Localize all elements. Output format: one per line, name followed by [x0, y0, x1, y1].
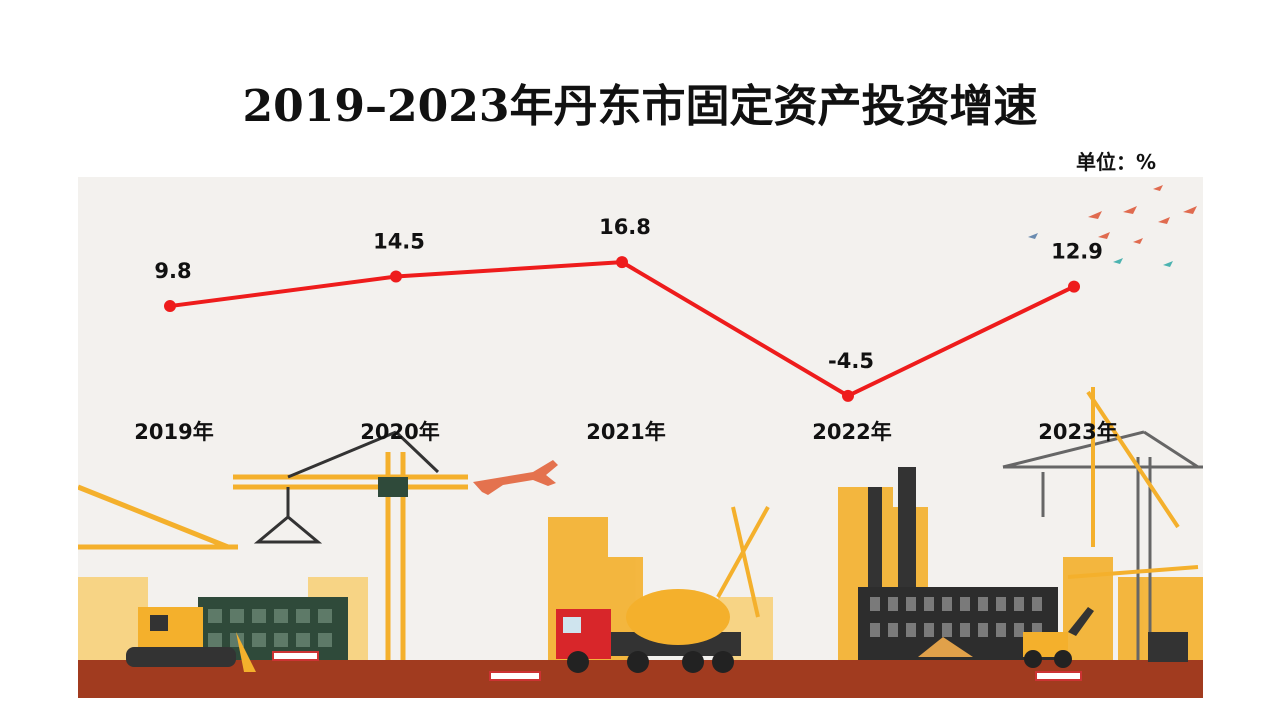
- line-chart: 9.8 14.5 16.8 -4.5 12.9 2019年 2020年 2021年 2022年…: [78, 177, 1203, 698]
- data-point: [164, 300, 176, 313]
- data-label: -4.5: [828, 349, 874, 373]
- chart-title: 2019–2023年丹东市固定资产投资增速: [242, 81, 1038, 132]
- data-point: [616, 256, 628, 269]
- category-labels: 2019年 2020年 2021年 2022年 2023年: [134, 420, 1117, 444]
- x-tick-label: 2020年: [360, 420, 439, 444]
- airplane-icon: [473, 460, 558, 495]
- unit-label: 单位：%: [1076, 150, 1157, 174]
- x-tick-label: 2021年: [586, 420, 665, 444]
- data-point: [1068, 280, 1080, 293]
- data-label: 14.5: [373, 230, 425, 254]
- data-label: 12.9: [1051, 240, 1103, 264]
- x-tick-label: 2023年: [1038, 420, 1117, 444]
- data-point: [842, 389, 854, 402]
- chart-panel: 9.8 14.5 16.8 -4.5 12.9 2019年 2020年 2021年 2022年…: [78, 177, 1203, 698]
- data-label: 16.8: [599, 215, 651, 239]
- data-point: [390, 270, 402, 283]
- data-points: [164, 256, 1080, 402]
- mixer-truck-icon: [556, 589, 741, 673]
- x-tick-label: 2019年: [134, 420, 213, 444]
- loader-icon: [1023, 607, 1094, 668]
- construction-scene-illustration: [78, 185, 1203, 698]
- birds-decoration: [1028, 185, 1197, 267]
- data-labels: 9.8 14.5 16.8 -4.5 12.9: [154, 215, 1103, 373]
- bulldozer-icon: [126, 607, 256, 672]
- x-tick-label: 2022年: [812, 420, 891, 444]
- data-label: 9.8: [154, 259, 191, 283]
